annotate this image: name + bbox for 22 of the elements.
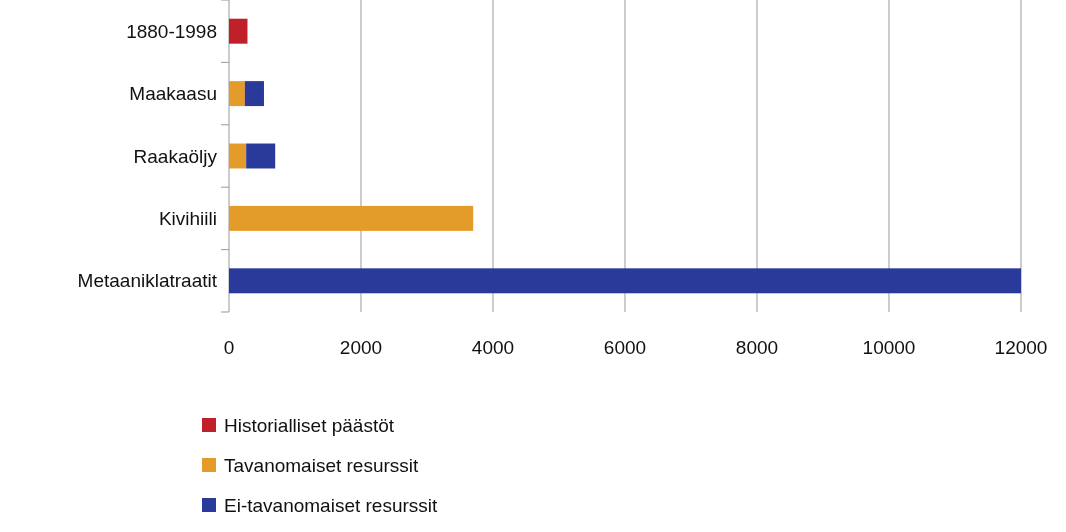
x-tick-label: 4000 [471, 337, 515, 358]
x-tick-label: 12000 [994, 337, 1048, 358]
x-tick-label: 8000 [735, 337, 779, 358]
bar [229, 205, 474, 231]
bar [246, 143, 276, 169]
legend-label: Historialliset päästöt [224, 414, 395, 436]
bar [229, 143, 247, 169]
y-tick-label: Maakaasu [129, 83, 217, 105]
x-tick-label: 10000 [862, 337, 916, 358]
y-tick-label: Raakaöljy [133, 145, 218, 167]
legend-label: Tavanomaiset resurssit [224, 454, 420, 476]
y-tick-label: 1880-1998 [126, 20, 217, 42]
bar [244, 81, 264, 107]
bar [229, 18, 248, 44]
x-tick-label: 0 [223, 337, 235, 358]
bar [229, 268, 1021, 294]
y-tick-label: Metaaniklatraatit [77, 270, 218, 292]
bar [229, 81, 245, 107]
x-tick-label: 6000 [603, 337, 647, 358]
y-tick-label: Kivihiili [158, 208, 217, 230]
x-tick-label: 2000 [339, 337, 383, 358]
legend-label: Ei-tavanomaiset resurssit [224, 494, 439, 516]
